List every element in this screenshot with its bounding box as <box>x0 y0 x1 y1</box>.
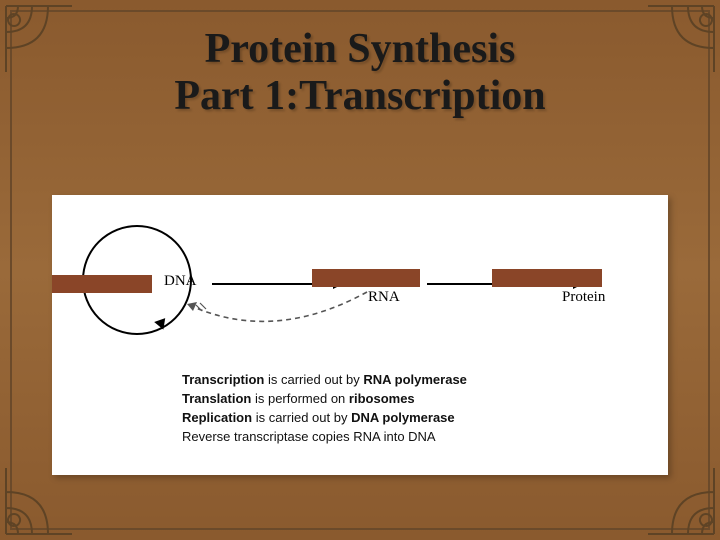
slide-title: Protein Synthesis Part 1:Transcription <box>0 26 720 120</box>
title-line-1: Protein Synthesis <box>0 26 720 73</box>
corner-ornament-icon <box>4 466 74 536</box>
corner-ornament-icon <box>646 466 716 536</box>
title-line-2: Part 1:Transcription <box>0 73 720 120</box>
caption-block: Transcription is carried out by RNA poly… <box>182 371 642 446</box>
diagram-card: DNA RNA Protein <box>52 195 668 475</box>
caption-line: Translation is performed on ribosomes <box>182 390 642 409</box>
dna-segment-box <box>52 275 152 293</box>
central-dogma-diagram: DNA RNA Protein <box>52 237 668 357</box>
rna-segment-box <box>312 269 420 287</box>
protein-label: Protein <box>562 289 605 306</box>
protein-segment-box <box>492 269 602 287</box>
caption-line: Reverse transcriptase copies RNA into DN… <box>182 428 642 447</box>
slide-background: Protein Synthesis Part 1:Transcription D… <box>0 0 720 540</box>
dna-label: DNA <box>164 273 197 290</box>
caption-line: Replication is carried out by DNA polyme… <box>182 409 642 428</box>
reverse-transcriptase-arc-icon <box>172 289 377 344</box>
caption-line: Transcription is carried out by RNA poly… <box>182 371 642 390</box>
